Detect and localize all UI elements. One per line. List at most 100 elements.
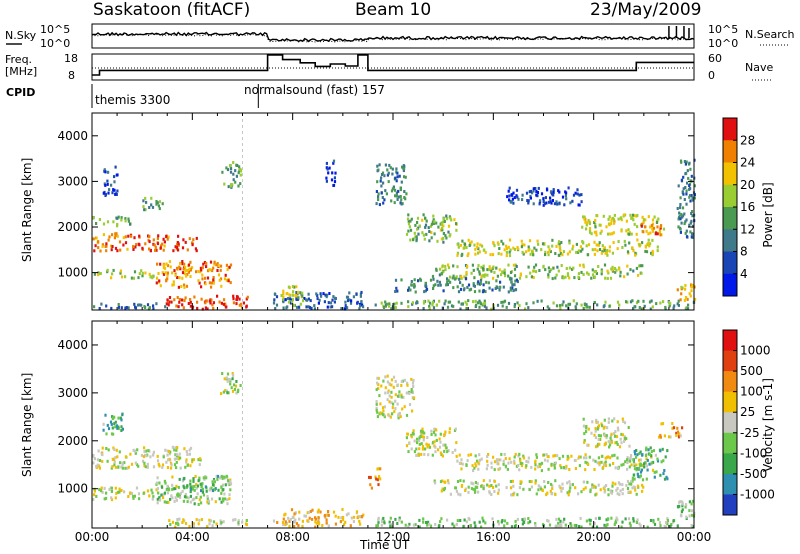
power-cell [432,277,435,281]
velocity-cell [165,488,168,492]
velocity-cell [143,461,146,465]
power-cell [495,266,498,270]
velocity-cell [149,455,152,459]
velocity-colorbar-segment [723,371,737,393]
velocity-cell [676,524,679,528]
velocity-cell [156,501,159,505]
power-cell [288,293,291,297]
power-cell [600,272,603,276]
power-cell [466,264,469,268]
velocity-cell [653,522,657,526]
power-cell [514,279,517,283]
velocity-cell [621,433,625,437]
velocity-cell [161,485,164,489]
velocity-cell [615,488,618,492]
power-cell [527,199,530,203]
power-cell [508,250,511,254]
power-cell [538,202,541,206]
velocity-cell [610,516,613,520]
power-cell [212,301,215,305]
velocity-cell [650,454,653,458]
velocity-cell [594,459,597,463]
power-cell [529,271,532,275]
power-cell [395,286,398,290]
power-cell [591,273,595,277]
power-cell [542,197,545,201]
power-cell [155,276,159,280]
velocity-cell [616,456,619,460]
power-cell [282,292,285,296]
time-xtick-label: 04:00 [175,530,210,544]
velocity-cell [585,456,588,460]
velocity-cell [503,452,506,456]
velocity-cell [383,521,386,525]
velocity-cell [384,386,387,390]
power-cell [105,242,108,246]
power-cell [238,303,241,307]
velocity-cell [547,519,550,523]
power-cell [625,219,628,223]
velocity-cell [594,429,597,433]
power-cell [683,298,686,302]
velocity-cell [113,422,116,426]
power-cell [558,245,561,249]
power-cell [173,298,176,302]
velocity-cell [616,420,619,424]
power-cell [449,216,452,220]
velocity-cell [400,520,403,524]
velocity-cell [584,486,587,490]
power-cell [177,234,180,238]
power-cell [547,275,550,279]
power-cell [204,276,207,280]
velocity-cell [421,435,424,439]
velocity-cell [672,519,675,523]
velocity-cell [167,458,170,462]
power-cell [117,215,120,219]
power-cell [596,249,599,253]
power-cell [183,285,186,289]
power-cell [642,230,645,234]
power-cell [151,205,155,209]
power-cell [611,268,614,272]
power-cell [514,288,518,292]
power-cell [509,248,512,252]
velocity-cell [307,510,311,514]
velocity-cell [177,455,180,459]
power-cell [527,245,530,249]
power-cell [237,171,240,175]
power-cell [694,297,697,301]
velocity-cell [111,426,114,430]
velocity-cell [392,375,396,379]
velocity-cell [675,433,678,437]
power-cell [428,230,431,233]
power-cell [467,238,470,242]
power-cell [333,180,337,184]
power-cell [383,174,386,178]
power-cell [295,285,298,289]
velocity-cell [455,522,458,526]
velocity-cell [145,449,148,453]
power-cell [463,275,466,279]
power-cell [679,159,683,163]
power-cell [478,250,481,254]
velocity-cell [375,388,378,392]
power-cell [690,235,693,239]
power-cell [438,273,441,277]
velocity-cell [453,524,456,528]
velocity-cell [538,462,541,466]
velocity-cell [616,486,619,490]
velocity-cell [615,440,618,444]
velocity-cell [502,459,505,463]
velocity-cell [376,376,379,380]
velocity-cell [641,464,644,467]
velocity-cell [490,461,493,465]
velocity-cell [314,516,317,520]
power-cell [154,245,157,249]
velocity-cell [151,497,154,501]
velocity-cell [311,508,314,512]
velocity-cell [534,467,537,471]
power-cell [684,287,687,291]
power-cell [181,260,184,263]
power-cell [604,300,607,304]
power-cell [112,220,115,224]
